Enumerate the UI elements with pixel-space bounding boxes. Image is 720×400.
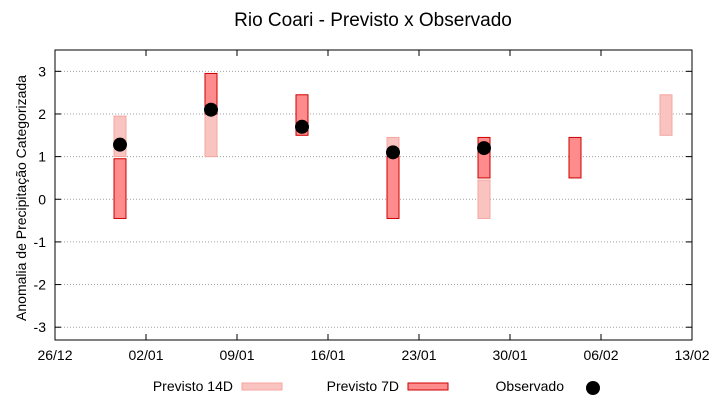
x-axis-ticks: 26/12 02/01 09/01 16/01 23/01 30/01 06/02 13/02 (37, 50, 710, 363)
legend-label-previsto-14d: Previsto 14D (153, 378, 233, 394)
y-tick-label: 2 (38, 106, 46, 122)
legend: Previsto 14D Previsto 7D Observado (153, 378, 600, 395)
y-axis-ticks: 3 2 1 0 -1 -2 -3 (34, 63, 692, 335)
x-tick-label: 06/02 (583, 347, 618, 363)
point-observado (113, 137, 127, 152)
bar-previsto-7d (568, 136, 582, 179)
legend-swatch-previsto-7d (407, 382, 449, 391)
point-observado (386, 145, 400, 160)
chart-title: Rio Coari - Previsto x Observado (234, 10, 512, 31)
bar-previsto-14d (659, 94, 673, 136)
x-tick-label: 13/02 (674, 347, 709, 363)
y-tick-label: 3 (38, 63, 46, 79)
x-tick-label: 09/01 (219, 347, 254, 363)
x-tick-label: 16/01 (310, 347, 345, 363)
point-observado (295, 119, 309, 134)
x-tick-label: 23/01 (401, 347, 436, 363)
plot-frame (54, 49, 693, 341)
legend-label-observado: Observado (496, 378, 565, 394)
bar-previsto-14d (477, 179, 491, 219)
y-tick-label: 1 (38, 149, 46, 165)
grid-lines (55, 70, 692, 328)
x-tick-label: 26/12 (37, 347, 72, 363)
series-observado (113, 102, 491, 160)
y-tick-label: 0 (38, 191, 46, 207)
legend-marker-observado (586, 381, 600, 395)
bar-previsto-7d (386, 156, 400, 219)
point-observado (204, 102, 218, 117)
y-tick-label: -3 (34, 319, 47, 335)
y-axis-label: Anomalia de Precipitação Categorizada (13, 75, 29, 321)
legend-label-previsto-7d: Previsto 7D (327, 378, 399, 394)
y-tick-label: -1 (34, 234, 47, 250)
legend-swatch-previsto-14d (241, 382, 283, 391)
bar-previsto-7d (113, 158, 127, 219)
x-tick-label: 30/01 (492, 347, 527, 363)
x-tick-label: 02/01 (128, 347, 163, 363)
point-observado (477, 141, 491, 156)
series-previsto-7d (113, 72, 582, 219)
y-tick-label: -2 (34, 277, 47, 293)
